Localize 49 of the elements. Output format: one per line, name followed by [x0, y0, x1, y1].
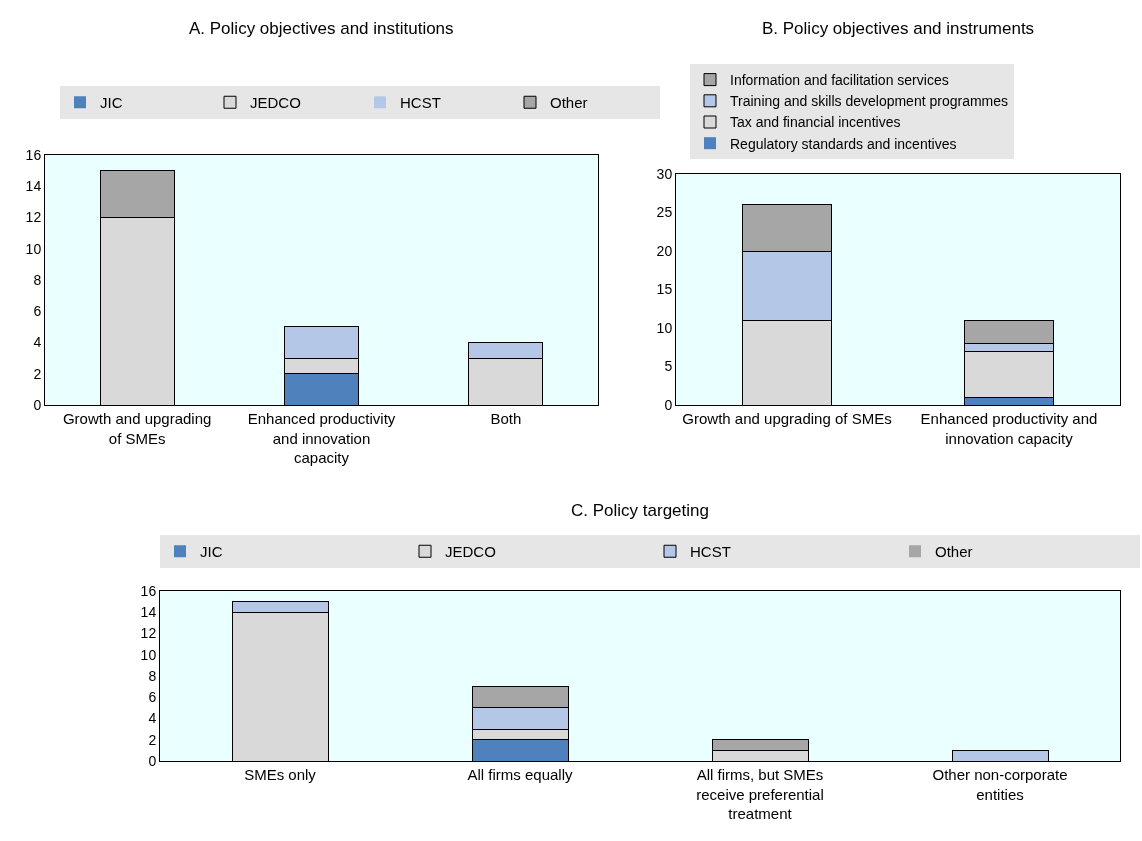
y-tick-label: 8 [33, 271, 42, 288]
y-tick-label: 14 [140, 604, 157, 621]
y-tick-label: 20 [656, 242, 673, 259]
chart-title: A. Policy objectives and institutions [189, 19, 454, 38]
y-tick-label: 30 [656, 165, 673, 182]
legend-label: HCST [690, 543, 731, 561]
x-tick-label: Growth and upgrading of SMEs [682, 410, 892, 427]
y-tick-label: 0 [148, 752, 157, 769]
x-tick-label: SMEs only [244, 766, 317, 783]
chart-title: B. Policy objectives and instruments [762, 19, 1035, 38]
chart-title: C. Policy targeting [571, 501, 709, 520]
y-tick-label: 10 [140, 646, 157, 663]
y-tick-label: 0 [33, 396, 42, 413]
x-tick-label: Both [490, 410, 522, 427]
y-tick-label: 12 [140, 625, 157, 642]
legend-label: Training and skills development programmes [730, 93, 1009, 110]
x-tick-label: All firms equally [467, 766, 574, 783]
legend-label: JEDCO [250, 94, 301, 112]
legend-label: Regulatory standards and incentives [730, 135, 957, 152]
y-tick-label: 25 [656, 204, 673, 221]
legend-label: JEDCO [445, 543, 496, 561]
x-tick-label: Enhanced productivity and innovation capacity [247, 410, 396, 466]
y-tick-label: 5 [664, 358, 673, 375]
x-tick-label: Enhanced productivity and innovation capacity [920, 410, 1098, 447]
y-tick-label: 6 [148, 689, 157, 706]
y-tick-label: 8 [148, 667, 157, 684]
x-tick-label: Growth and upgrading of SMEs [62, 410, 212, 447]
legend-label: Other [550, 94, 588, 112]
y-tick-label: 2 [148, 731, 157, 748]
legend-label: Other [935, 543, 973, 561]
y-tick-label: 10 [25, 240, 42, 257]
legend-label: HCST [400, 94, 441, 112]
y-tick-label: 14 [25, 178, 42, 195]
legend-label: Information and facilitation services [730, 72, 949, 89]
legend-label: JIC [100, 94, 123, 112]
y-tick-label: 4 [33, 334, 42, 351]
y-tick-label: 6 [33, 303, 42, 320]
legend-label: JIC [200, 543, 223, 561]
y-tick-label: 16 [25, 146, 42, 163]
y-tick-label: 15 [656, 281, 673, 298]
y-tick-label: 4 [148, 710, 157, 727]
y-tick-label: 10 [656, 319, 673, 336]
x-tick-label: All firms, but SMEs receive preferential treatment [696, 766, 824, 822]
legend-label: Tax and financial incentives [730, 114, 901, 131]
y-tick-label: 12 [25, 209, 42, 226]
y-tick-label: 0 [664, 396, 673, 413]
x-tick-label: Other non-corporate entities [932, 766, 1068, 803]
y-tick-label: 16 [140, 582, 157, 599]
y-tick-label: 2 [33, 365, 42, 382]
